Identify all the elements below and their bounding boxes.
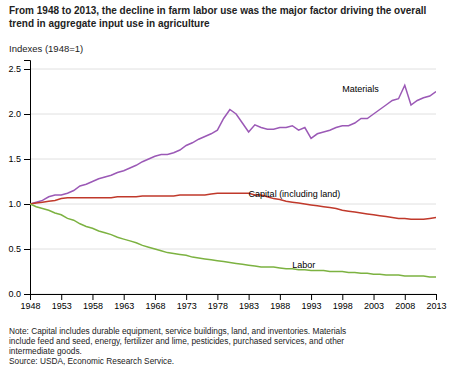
y-tick-label: 1.0: [8, 199, 21, 209]
x-tick: 1978: [208, 294, 228, 311]
y-tick-mark: [24, 204, 30, 205]
y-tick: 2.5: [8, 64, 30, 74]
y-tick-label: 0.5: [8, 244, 21, 254]
x-tick-label: 1993: [302, 301, 322, 311]
x-tick-label: 2008: [395, 301, 415, 311]
x-axis-line: [31, 295, 437, 301]
title: trend in aggregate input use in agricult…: [9, 18, 210, 29]
y-tick: 1.0: [8, 199, 30, 209]
x-tick-mark: [124, 294, 125, 300]
y-tick-mark: [24, 114, 30, 115]
x-tick-label: 1968: [145, 301, 165, 311]
grid-line: [30, 159, 436, 160]
y-axis-label: Indexes (1948=1): [9, 43, 83, 54]
x-tick-label: 1988: [270, 301, 290, 311]
x-tick-mark: [374, 294, 375, 300]
x-tick-mark: [155, 294, 156, 300]
y-tick: 1.5: [8, 154, 30, 164]
x-tick: 1963: [114, 294, 134, 311]
lines: [30, 85, 436, 277]
x-tick-mark: [436, 294, 437, 300]
y-tick-mark: [24, 249, 30, 250]
y-axis: 0.0 0.5 1.0 1.5 2.0 2.5: [8, 61, 30, 300]
x-tick-label: 1948: [20, 301, 40, 311]
y-tick-mark: [24, 294, 30, 295]
x-tick-label: 1983: [239, 301, 259, 311]
x-tick: 1958: [83, 294, 103, 311]
x-tick: 1948: [20, 294, 40, 311]
x-tick-mark: [280, 294, 281, 300]
grid-line: [30, 249, 436, 250]
plot-area: 0.00.51.01.52.02.51948195319581963196819…: [8, 61, 446, 312]
x-tick: 1993: [302, 294, 322, 311]
y-tick-label: 2.0: [8, 109, 21, 119]
x-axis: 1948 1953 1958 1963 1968 1973 1978 1983 1988 1993…: [20, 294, 446, 311]
x-tick: 1968: [145, 294, 165, 311]
x-tick-label: 1978: [208, 301, 228, 311]
series-line: [30, 193, 436, 219]
note: Note: Capital includes durable equipment…: [9, 326, 346, 336]
grid-line: [30, 69, 436, 70]
series-line: [30, 204, 436, 277]
x-tick-mark: [342, 294, 343, 300]
x-tick-label: 2013: [426, 301, 446, 311]
y-tick: 0.0: [8, 289, 30, 299]
x-tick-mark: [186, 294, 187, 300]
x-tick-mark: [92, 294, 93, 300]
y-tick: 2.0: [8, 109, 30, 119]
x-tick: 1983: [239, 294, 259, 311]
y-tick-label: 2.5: [8, 64, 21, 74]
x-tick-mark: [61, 294, 62, 300]
x-tick: 1998: [333, 294, 353, 311]
annotation: Materials: [342, 84, 379, 94]
y-tick-mark: [24, 159, 30, 160]
x-tick-label: 1958: [83, 301, 103, 311]
x-tick: 2003: [364, 294, 384, 311]
annotation: Labor: [292, 260, 315, 270]
chart: From 1948 to 2013, the decline in farm l…: [0, 0, 450, 368]
y-tick-label: 1.5: [8, 154, 21, 164]
x-tick-mark: [311, 294, 312, 300]
title: From 1948 to 2013, the decline in farm l…: [9, 5, 427, 16]
x-tick-label: 2003: [364, 301, 384, 311]
x-tick: 2008: [395, 294, 415, 311]
annotations: Materials Capital (including land) Labor: [249, 84, 380, 270]
x-tick: 1953: [52, 294, 72, 311]
x-tick: 1988: [270, 294, 290, 311]
x-tick-label: 1973: [177, 301, 197, 311]
series-line: [30, 85, 436, 204]
x-tick-mark: [405, 294, 406, 300]
annotation: Capital (including land): [249, 189, 341, 199]
note: include feed and seed, energy, fertilize…: [9, 336, 344, 346]
x-tick-label: 1998: [333, 301, 353, 311]
y-tick-mark: [24, 69, 30, 70]
y-axis-line: [24, 61, 31, 295]
note: intermediate goods.: [9, 346, 82, 356]
note: Source: USDA, Economic Research Service.: [9, 356, 174, 366]
x-tick-mark: [249, 294, 250, 300]
x-tick: 1973: [177, 294, 197, 311]
x-tick-label: 1963: [114, 301, 134, 311]
x-tick-label: 1953: [52, 301, 72, 311]
grid: [30, 69, 436, 294]
y-tick-label: 0.0: [8, 289, 21, 299]
x-tick-mark: [30, 294, 31, 300]
grid-line: [30, 204, 436, 205]
y-tick: 0.5: [8, 244, 30, 254]
x-tick-mark: [217, 294, 218, 300]
x-tick: 2013: [426, 294, 446, 311]
